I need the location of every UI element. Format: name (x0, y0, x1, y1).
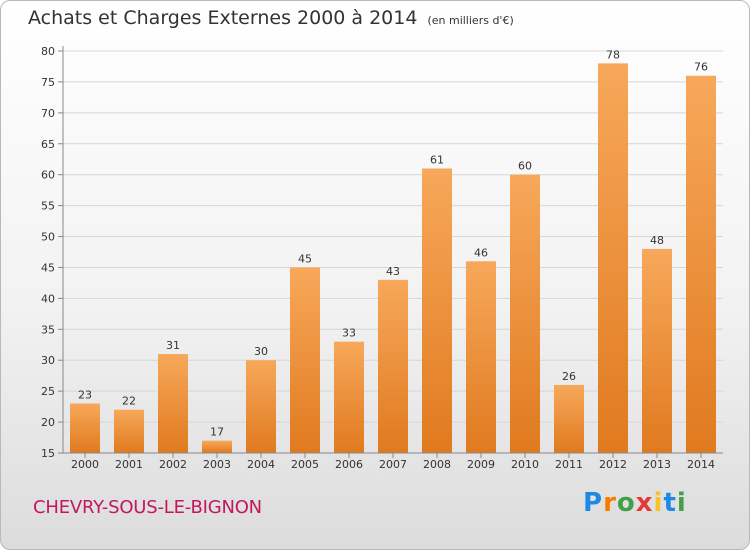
place-name: CHEVRY-SOUS-LE-BIGNON (33, 497, 262, 518)
bar-2009 (466, 261, 496, 453)
data-label-2010: 60 (518, 160, 532, 173)
unit-label: (en milliers d'€) (427, 14, 514, 27)
x-tick-label-2006: 2006 (335, 458, 363, 471)
logo-letter: i (653, 488, 664, 518)
data-label-2014: 76 (694, 61, 708, 74)
y-tick-label: 35 (41, 323, 55, 336)
y-tick-label: 45 (41, 261, 55, 274)
y-tick-label: 15 (41, 447, 55, 460)
x-tick-label-2002: 2002 (159, 458, 187, 471)
logo-letter: x (635, 488, 654, 518)
data-label-2004: 30 (254, 345, 268, 358)
x-tick-label-2008: 2008 (423, 458, 451, 471)
y-tick-label: 70 (41, 107, 55, 120)
x-tick-label-2000: 2000 (71, 458, 99, 471)
data-label-2008: 61 (430, 154, 444, 167)
y-tick-label: 65 (41, 138, 55, 151)
x-tick-label-2009: 2009 (467, 458, 495, 471)
x-tick-label-2003: 2003 (203, 458, 231, 471)
x-tick-label-2005: 2005 (291, 458, 319, 471)
proxiti-logo: Proxiti (583, 488, 687, 518)
y-tick-label: 20 (41, 416, 55, 429)
y-tick-label: 25 (41, 385, 55, 398)
x-tick-label-2001: 2001 (115, 458, 143, 471)
data-label-2001: 22 (122, 395, 136, 408)
data-label-2011: 26 (562, 370, 576, 383)
x-tick-label-2012: 2012 (599, 458, 627, 471)
x-tick-label-2010: 2010 (511, 458, 539, 471)
y-tick-label: 60 (41, 169, 55, 182)
y-tick-label: 75 (41, 76, 55, 89)
bar-2002 (158, 354, 188, 453)
bar-2006 (334, 341, 364, 453)
logo-letter: r (603, 488, 617, 518)
bar-2005 (290, 267, 320, 453)
bar-2014 (686, 75, 716, 453)
bars: 23 22 31 17 30 45 33 43 61 46 60 26 78 48 76 (70, 48, 716, 453)
bar-2011 (554, 384, 584, 453)
logo-letter: P (583, 488, 604, 518)
data-label-2009: 46 (474, 246, 488, 259)
x-tick-label-2014: 2014 (687, 458, 715, 471)
data-label-2006: 33 (342, 327, 356, 340)
y-tick-label: 50 (41, 231, 55, 244)
chart-title-text: Achats et Charges Externes 2000 à 2014 (28, 7, 418, 29)
bar-2003 (202, 440, 232, 453)
bar-2010 (510, 174, 540, 453)
bar-2001 (114, 409, 144, 453)
logo-letter: t (663, 488, 677, 518)
y-tick-label: 30 (41, 354, 55, 367)
x-tick-label-2013: 2013 (643, 458, 671, 471)
data-label-2012: 78 (606, 48, 620, 61)
x-tick-label-2007: 2007 (379, 458, 407, 471)
bar-2013 (642, 248, 672, 453)
y-tick-label: 40 (41, 292, 55, 305)
y-tick-label: 55 (41, 200, 55, 213)
data-label-2000: 23 (78, 389, 92, 402)
bar-2008 (422, 168, 452, 453)
bar-2000 (70, 403, 100, 453)
x-tick-label-2004: 2004 (247, 458, 275, 471)
bar-2012 (598, 63, 628, 453)
logo-letter: i (676, 488, 687, 518)
data-label-2002: 31 (166, 339, 180, 352)
y-tick-label: 80 (41, 45, 55, 58)
data-label-2005: 45 (298, 252, 312, 265)
chart-title: Achats et Charges Externes 2000 à 2014 (e… (28, 7, 514, 29)
logo-letter: o (616, 488, 636, 518)
data-label-2003: 17 (210, 426, 224, 439)
axes: 15 20 25 30 35 40 45 50 55 60 65 70 75 80 2000 2001 2002… (41, 45, 723, 471)
bar-2004 (246, 360, 276, 453)
bar-2007 (378, 279, 408, 453)
data-label-2007: 43 (386, 265, 400, 278)
data-label-2013: 48 (650, 234, 664, 247)
x-tick-label-2011: 2011 (555, 458, 583, 471)
